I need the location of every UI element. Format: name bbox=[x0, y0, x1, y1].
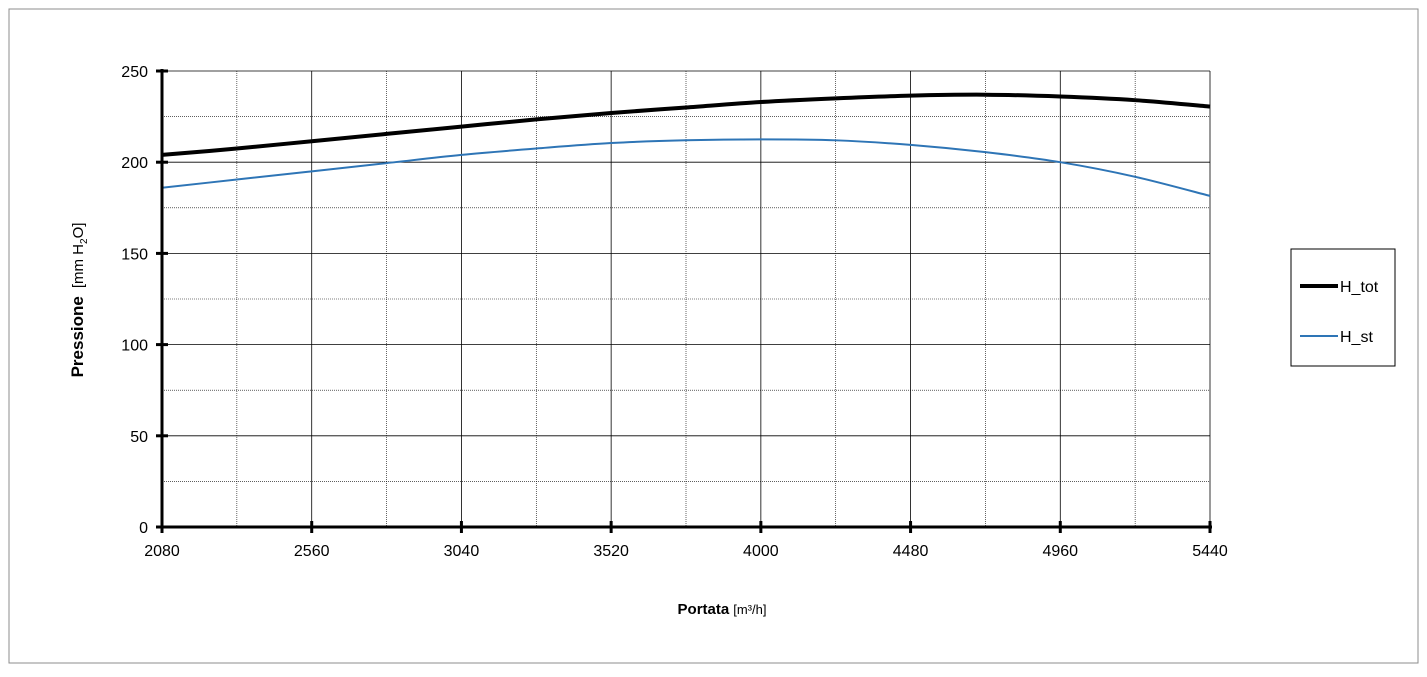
x-tick-label: 2080 bbox=[144, 543, 180, 560]
legend-label-h-tot: H_tot bbox=[1340, 279, 1379, 296]
chart-area-border bbox=[8, 8, 1419, 664]
y-tick-label: 200 bbox=[121, 155, 148, 172]
y-tick-label: 150 bbox=[121, 246, 148, 263]
legend: H_tot H_st bbox=[1290, 248, 1396, 367]
legend-label-h-st: H_st bbox=[1340, 329, 1373, 346]
x-tick-label: 4480 bbox=[893, 543, 929, 560]
x-tick-label: 5440 bbox=[1192, 543, 1228, 560]
x-tick-label: 3040 bbox=[444, 543, 480, 560]
x-tick-label: 4000 bbox=[743, 543, 779, 560]
y-axis-title: Pressione[mm H2O] bbox=[68, 223, 90, 378]
x-tick-label: 2560 bbox=[294, 543, 330, 560]
x-axis-title: Portata [m³/h] bbox=[678, 601, 767, 618]
y-tick-label: 250 bbox=[121, 64, 148, 81]
x-tick-label: 4960 bbox=[1042, 543, 1078, 560]
grid bbox=[162, 70, 1211, 527]
tick-labels: 2080 2560 3040 3520 4000 4480 4960 5440 0 50 100 15… bbox=[121, 64, 1228, 560]
series-line-h-st bbox=[161, 138, 1211, 197]
y-tick-label: 50 bbox=[130, 429, 148, 446]
series-line-h-tot bbox=[161, 92, 1211, 157]
series-lines bbox=[161, 92, 1211, 197]
x-tick-label: 3520 bbox=[593, 543, 629, 560]
axes bbox=[156, 69, 1212, 533]
y-tick-label: 0 bbox=[139, 520, 148, 537]
y-tick-label: 100 bbox=[121, 338, 148, 355]
legend-box bbox=[1290, 248, 1396, 367]
